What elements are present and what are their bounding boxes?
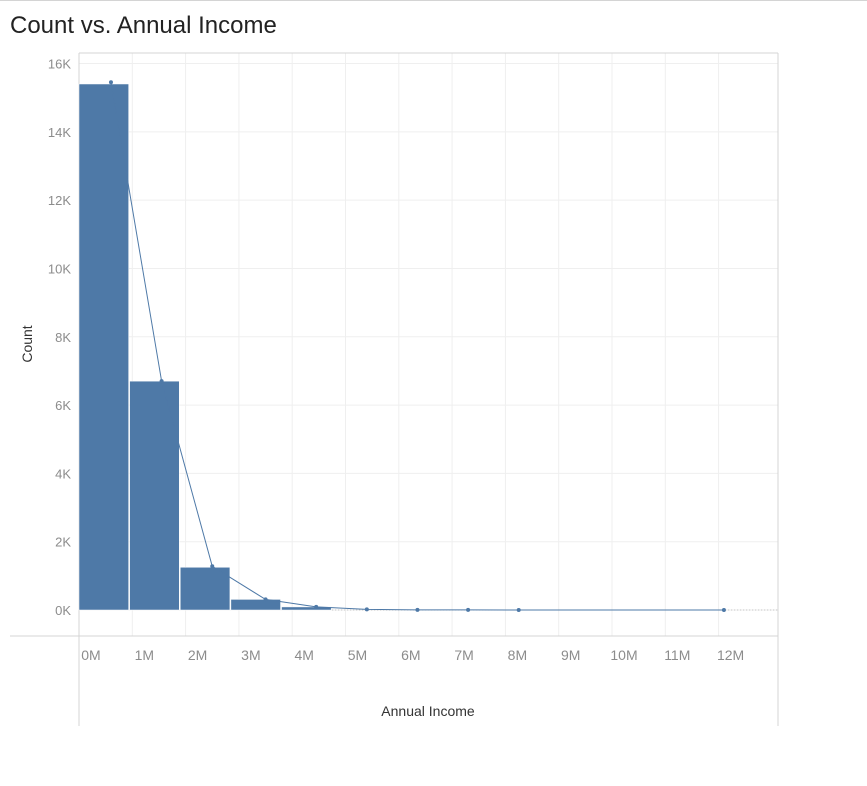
y-tick-label: 2K [55,535,71,550]
trend-point [108,80,113,85]
histogram-bar [230,599,281,611]
trend-polyline [110,82,724,611]
histogram-bar [129,380,180,611]
y-axis-ticks: 0K 2K 4K 6K 8K 10K 12K 14K 16K [48,57,71,619]
x-tick-label: 5M [348,647,367,663]
grid-lines [78,53,778,636]
histogram-bar [180,567,231,611]
y-axis-title: Count [19,325,35,362]
x-tick-label: 11M [664,647,690,663]
x-tick-label: 9M [561,647,580,663]
y-tick-label: 10K [48,261,71,276]
x-tick-label: 2M [188,647,207,663]
x-tick-label: 12M [717,647,744,663]
y-tick-label: 12K [48,193,71,208]
x-tick-label: 7M [454,647,473,663]
x-tick-label: 0M [81,647,100,663]
trend-line [108,80,726,612]
trend-point [466,607,471,612]
x-axis-ticks: 0M 1M 2M 3M 4M 5M 6M 7M 8M 9M 10M 11M 12M [81,647,744,663]
x-tick-label: 4M [294,647,313,663]
chart-title: Count vs. Annual Income [10,12,277,39]
trend-point [210,564,215,569]
top-rule [0,0,867,1]
y-tick-label: 0K [55,603,71,618]
trend-point [159,379,164,384]
y-tick-label: 4K [55,466,71,481]
y-tick-label: 6K [55,398,71,413]
trend-point [721,607,726,612]
trend-point [314,604,319,609]
histogram-bar [78,83,129,611]
y-tick-label: 16K [48,57,71,72]
x-tick-label: 6M [401,647,420,663]
x-tick-label: 3M [241,647,260,663]
x-tick-label: 8M [508,647,527,663]
trend-point [364,607,369,612]
bars [78,83,332,611]
x-tick-label: 10M [610,647,637,663]
trend-point [415,607,420,612]
y-tick-label: 14K [48,125,71,140]
trend-point [263,597,268,602]
trend-point [516,607,521,612]
y-tick-label: 8K [55,330,71,345]
x-tick-label: 1M [135,647,154,663]
x-axis-title: Annual Income [381,703,475,719]
histogram-bar [281,606,332,611]
